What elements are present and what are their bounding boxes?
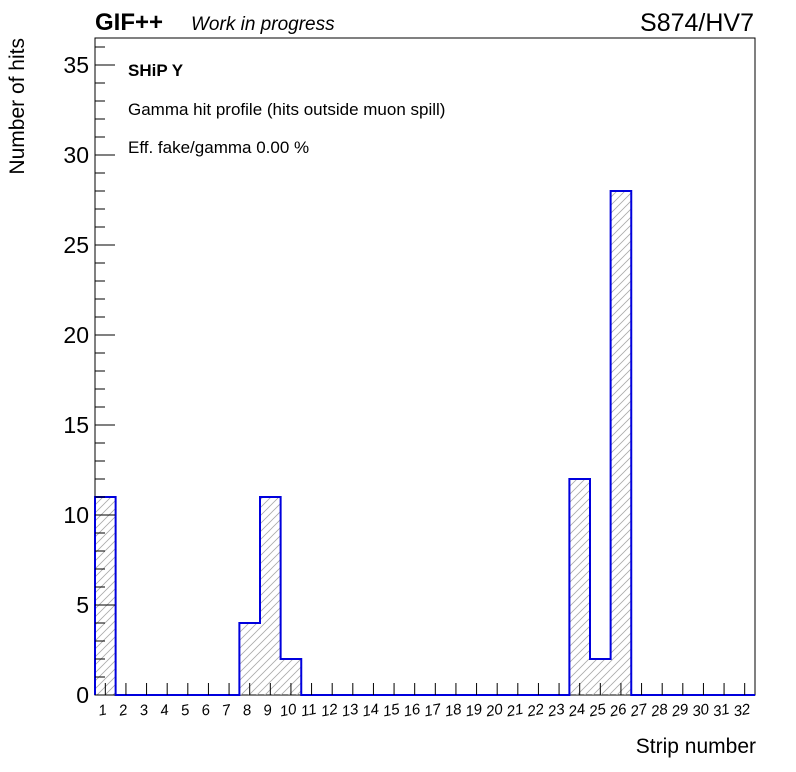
x-tick-label: 14 (361, 701, 380, 721)
x-tick-label: 15 (382, 701, 402, 721)
x-tick-label: 26 (607, 701, 628, 721)
histogram-bar (280, 659, 302, 695)
histogram-bar (239, 623, 260, 695)
y-axis: 0 5 10 15 20 25 30 35 (63, 46, 115, 708)
y-axis-title: Number of hits (6, 38, 29, 175)
x-tick-label: 27 (628, 701, 649, 721)
efficiency-label: Eff. fake/gamma 0.00 % (128, 138, 309, 157)
y-tick-label: 25 (63, 232, 89, 258)
histogram-bar (95, 497, 116, 695)
histogram-bar (260, 497, 281, 695)
brand-title: GIF++ (95, 9, 163, 36)
y-tick-label: 5 (76, 592, 89, 618)
x-tick-label: 8 (241, 701, 253, 719)
x-tick-label: 19 (464, 701, 484, 721)
x-axis-title: Strip number (636, 735, 756, 758)
y-tick-label: 35 (63, 52, 89, 78)
x-tick-label: 12 (320, 701, 340, 721)
x-tick-label: 17 (423, 701, 443, 721)
x-tick-label: 4 (159, 701, 170, 719)
x-tick-label: 3 (138, 701, 150, 719)
histogram-bar (590, 659, 611, 695)
y-tick-label: 20 (63, 322, 89, 348)
y-tick-label: 0 (76, 682, 89, 708)
x-tick-label: 6 (200, 701, 212, 719)
status-label: Work in progress (191, 14, 335, 35)
x-tick-label: 2 (117, 701, 130, 719)
y-tick-label: 10 (63, 502, 89, 528)
x-tick-label: 24 (566, 701, 586, 721)
bars-layer (94, 190, 755, 696)
x-tick-label: 20 (484, 701, 505, 721)
x-tick-label: 31 (712, 701, 731, 721)
x-tick-label: 29 (669, 701, 690, 721)
x-tick-label: 11 (300, 701, 318, 720)
x-tick-label: 1 (97, 701, 108, 719)
x-tick-label: 7 (221, 701, 233, 719)
x-tick-label: 16 (402, 701, 422, 721)
x-tick-label: 28 (649, 701, 670, 721)
x-tick-label: 23 (546, 701, 567, 721)
x-tick-label: 5 (179, 701, 191, 719)
description-label: Gamma hit profile (hits outside muon spi… (128, 100, 445, 119)
x-tick-label: 18 (443, 701, 463, 721)
x-axis: 1 2 3 4 5 6 7 8 9 10 11 12 13 14 15 16 17 18 19 20 21 22 23 24 2… (97, 683, 752, 721)
run-label: S874/HV7 (640, 9, 754, 37)
x-tick-label: 10 (278, 701, 298, 721)
x-tick-label: 21 (504, 701, 524, 721)
histogram-bar (569, 479, 590, 695)
histogram-outline (94, 190, 755, 696)
histogram-bar (610, 191, 632, 695)
y-tick-label: 15 (63, 412, 89, 438)
x-tick-label: 30 (691, 701, 711, 721)
x-tick-label: 22 (525, 701, 546, 721)
x-tick-label: 25 (587, 701, 608, 721)
y-tick-label: 30 (63, 142, 89, 168)
x-tick-label: 13 (340, 701, 360, 721)
detector-label: SHiP Y (128, 61, 184, 80)
x-tick-label: 9 (262, 701, 274, 719)
x-tick-label: 32 (732, 701, 752, 721)
plot-frame (94, 37, 756, 696)
